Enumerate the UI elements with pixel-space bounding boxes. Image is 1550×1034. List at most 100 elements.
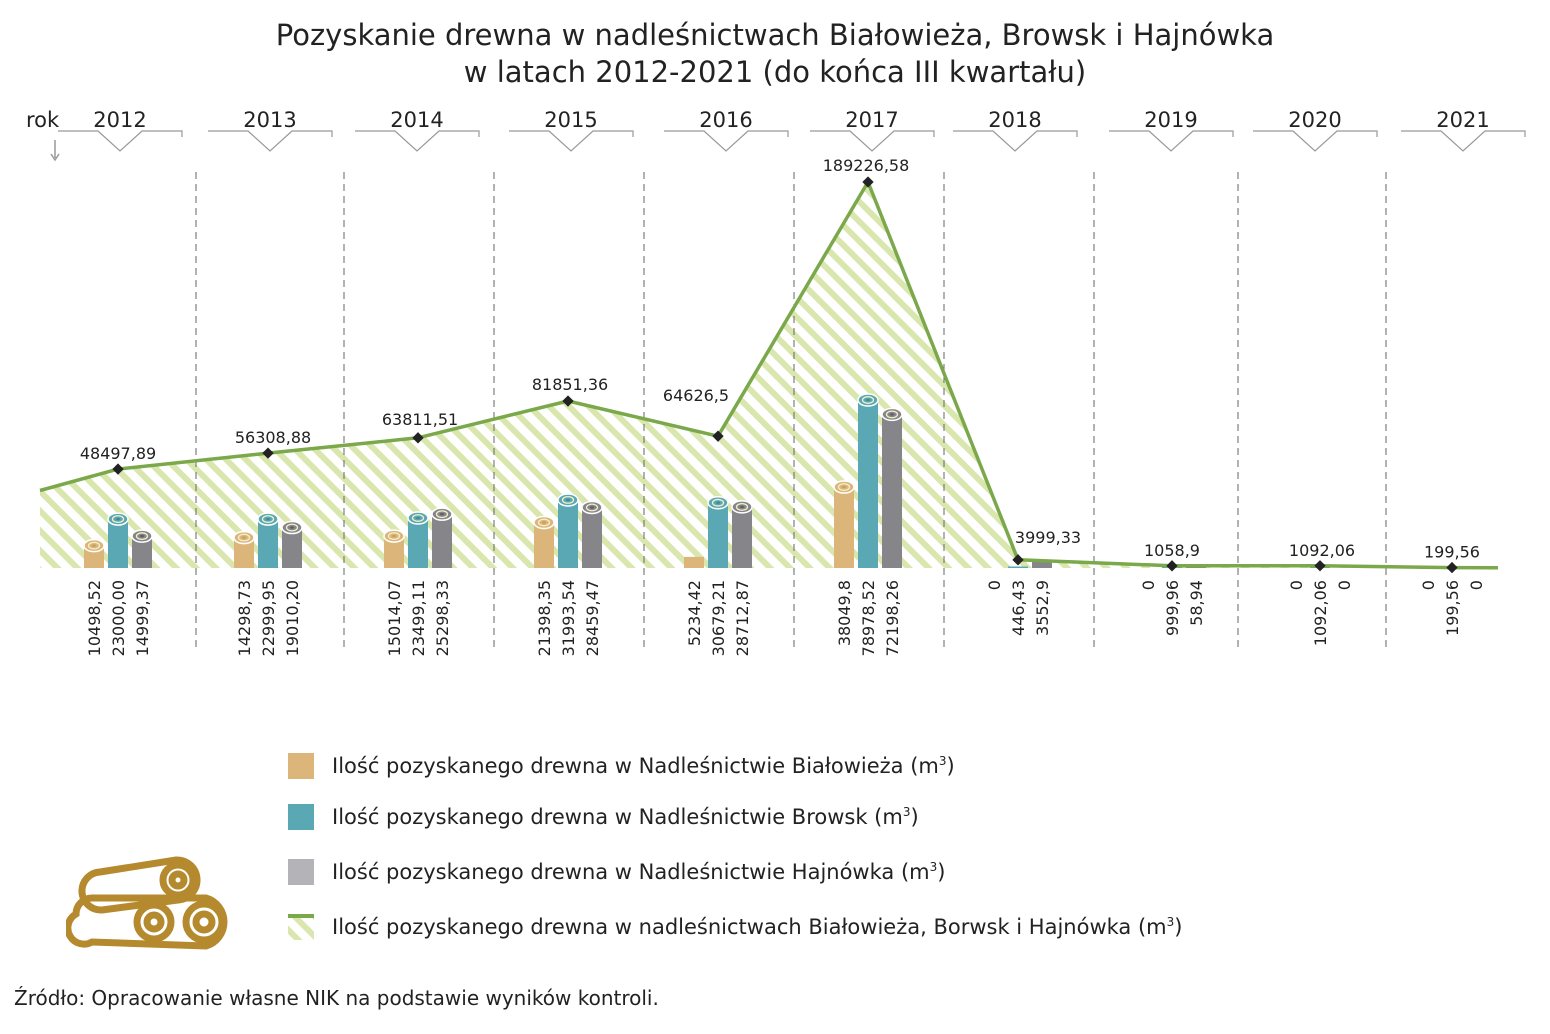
chart: rok 2012 2013 2014 2015 2016 2017 2018 2019 2020 2… <box>26 108 1526 656</box>
bar-2015-1 <box>533 515 555 568</box>
bar-2015-2 <box>557 493 579 568</box>
year-header-chevron-2020 <box>1253 130 1378 152</box>
bar-2012-3 <box>131 529 153 568</box>
bar-2018-2 <box>1008 566 1028 568</box>
legend-label-total: Ilość pozyskanego drewna w nadleśnictwac… <box>332 915 1183 939</box>
total-label-2013: 56308,88 <box>235 428 311 447</box>
chart-title-line1: Pozyskanie drewna w nadleśnictwach Biało… <box>275 18 1275 52</box>
value-label-2019-1: 0 <box>1139 580 1158 590</box>
value-label-2016-1: 5234,42 <box>685 580 704 646</box>
value-label-2018-1: 0 <box>985 580 1004 590</box>
year-label-2021: 2021 <box>1436 108 1489 132</box>
value-label-2015-1: 21398,35 <box>535 580 554 656</box>
year-header-chevron-2015 <box>509 130 634 152</box>
value-label-2013-3: 19010,20 <box>283 580 302 656</box>
total-label-2019: 1058,9 <box>1144 541 1200 560</box>
total-label-2014: 63811,51 <box>382 410 458 429</box>
legend-swatch-hajnowka <box>288 859 314 885</box>
year-label-2012: 2012 <box>93 108 146 132</box>
year-header-chevron-2018 <box>953 130 1078 152</box>
legend-swatch-browsk <box>288 804 314 830</box>
bar-2017-1 <box>833 480 855 568</box>
value-label-2015-3: 28459,47 <box>583 580 602 656</box>
total-line <box>39 180 1499 570</box>
year-label-2017: 2017 <box>845 108 898 132</box>
total-label-2020: 1092,06 <box>1289 541 1355 560</box>
year-header-chevron-2013 <box>208 130 333 152</box>
legend-item-bialowieza: Ilość pozyskanego drewna w Nadleśnictwie… <box>288 751 955 781</box>
value-label-2019-2: 999,96 <box>1163 580 1182 636</box>
bar-2015-3 <box>581 500 603 568</box>
value-label-2016-2: 30679,21 <box>709 580 728 656</box>
value-label-2013-1: 14298,73 <box>235 580 254 656</box>
legend-item-browsk: Ilość pozyskanego drewna w Nadleśnictwie… <box>288 802 919 832</box>
year-header-chevron-2016 <box>664 130 789 152</box>
year-label-2018: 2018 <box>988 108 1041 132</box>
axis-arrow-icon <box>50 140 60 162</box>
year-label-2015: 2015 <box>544 108 597 132</box>
bar-2014-2 <box>407 511 429 568</box>
total-label-2018: 3999,33 <box>1015 528 1081 547</box>
year-header-chevron-2021 <box>1401 130 1526 152</box>
total-area <box>40 182 1498 568</box>
total-point-2016 <box>712 430 724 442</box>
value-label-2014-3: 25298,33 <box>433 580 452 656</box>
year-label-2016: 2016 <box>699 108 752 132</box>
year-header-chevron-2012 <box>58 130 183 152</box>
value-label-2021-2: 199,56 <box>1443 580 1462 636</box>
legend-item-hajnowka: Ilość pozyskanego drewna w Nadleśnictwie… <box>288 857 945 887</box>
year-label-2019: 2019 <box>1144 108 1197 132</box>
value-label-2020-1: 0 <box>1287 580 1306 590</box>
value-label-2021-1: 0 <box>1419 580 1438 590</box>
total-point-2019 <box>1166 560 1178 572</box>
value-label-2020-2: 1092,06 <box>1311 580 1330 646</box>
bar-2018-3 <box>1032 560 1052 568</box>
value-label-2012-1: 10498,52 <box>85 580 104 656</box>
total-label-2015: 81851,36 <box>532 375 608 394</box>
value-label-2016-3: 28712,87 <box>733 580 752 656</box>
value-label-2012-2: 23000,00 <box>109 580 128 656</box>
total-label-2016: 64626,5 <box>663 386 729 405</box>
source-note: Źródło: Opracowanie własne NIK na podsta… <box>14 986 659 1010</box>
value-label-2020-3: 0 <box>1335 580 1354 590</box>
value-label-2018-2: 446,43 <box>1009 580 1028 636</box>
total-label-2021: 199,56 <box>1424 543 1480 562</box>
value-label-2015-2: 31993,54 <box>559 580 578 656</box>
value-label-2012-3: 14999,37 <box>133 580 152 656</box>
value-label-2017-2: 78978,52 <box>859 580 878 656</box>
bar-2016-3 <box>731 500 753 568</box>
logs-icon <box>66 856 228 950</box>
bar-2014-1 <box>383 529 405 568</box>
total-point-2013 <box>262 447 274 459</box>
total-point-2018 <box>1012 554 1024 566</box>
year-header-chevron-2017 <box>810 130 935 152</box>
axis-label-rok: rok <box>26 108 60 132</box>
bar-2013-3 <box>281 520 303 568</box>
bar-2016-2 <box>707 495 729 568</box>
total-point-2014 <box>412 432 424 444</box>
total-point-2017 <box>862 176 874 188</box>
value-label-2013-2: 22999,95 <box>259 580 278 656</box>
value-label-2014-2: 23499,11 <box>409 580 428 656</box>
total-point-2015 <box>562 395 574 407</box>
legend-label-hajnowka: Ilość pozyskanego drewna w Nadleśnictwie… <box>332 860 946 884</box>
value-label-2017-1: 38049,8 <box>835 580 854 646</box>
bar-2017-2 <box>857 393 879 568</box>
value-label-2019-3: 58,94 <box>1187 580 1206 626</box>
bar-2017-3 <box>881 407 903 568</box>
total-point-2021 <box>1446 561 1458 574</box>
bar-2013-2 <box>257 512 279 568</box>
value-label-2021-3: 0 <box>1467 580 1486 590</box>
legend-label-bialowieza: Ilość pozyskanego drewna w Nadleśnictwie… <box>332 754 955 778</box>
bar-2012-1 <box>83 538 105 568</box>
year-header-chevron-2019 <box>1109 130 1234 152</box>
legend-swatch-bialowieza <box>288 753 314 779</box>
total-label-2012: 48497,89 <box>80 444 156 463</box>
year-label-2013: 2013 <box>243 108 296 132</box>
year-header-chevron-2014 <box>355 130 480 152</box>
total-label-2017: 189226,58 <box>823 156 910 175</box>
bar-2012-2 <box>107 512 129 568</box>
bar-2014-3 <box>431 507 453 568</box>
value-label-2014-1: 15014,07 <box>385 580 404 656</box>
year-label-2020: 2020 <box>1288 108 1341 132</box>
